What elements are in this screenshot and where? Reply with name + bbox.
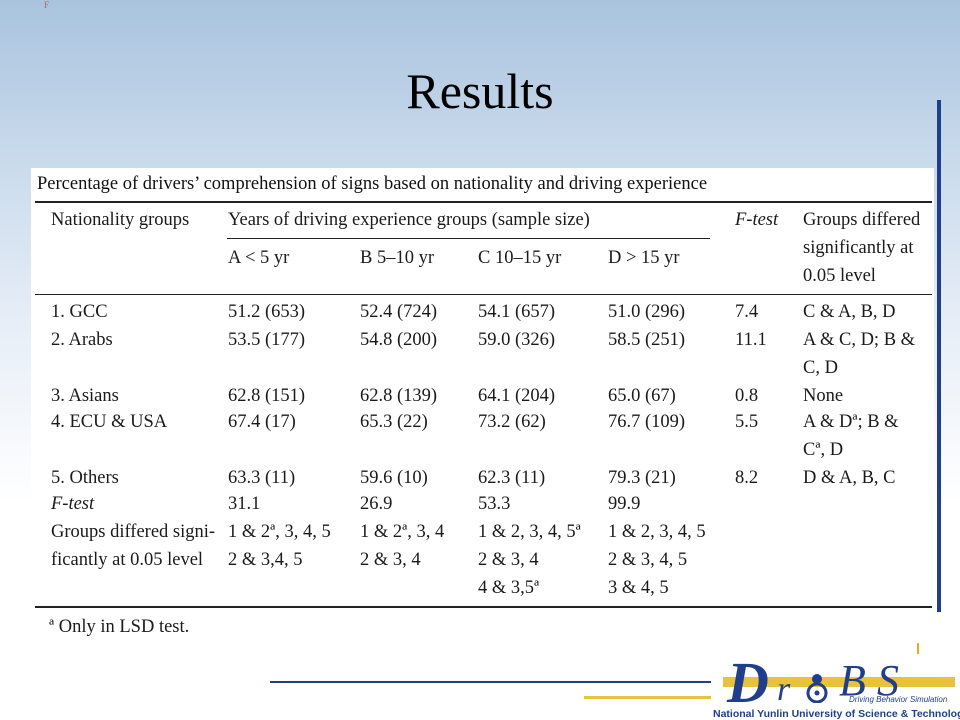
corner-mark: F bbox=[44, 0, 50, 10]
sig-row-d-1: 1 & 2, 3, 4, 5 bbox=[608, 522, 706, 542]
header-ftest: F-test bbox=[735, 210, 779, 230]
row-differed-cont: C, D bbox=[803, 358, 838, 378]
sig-row-d-2: 2 & 3, 4, 5 bbox=[608, 550, 688, 570]
sig-row-b-1: 1 & 2ª, 3, 4 bbox=[360, 522, 445, 542]
ftest-row-a: 31.1 bbox=[228, 494, 261, 514]
row-f: 7.4 bbox=[735, 302, 759, 322]
steering-wheel-icon bbox=[806, 674, 828, 703]
sig-row-c-1: 1 & 2, 3, 4, 5ª bbox=[478, 522, 581, 542]
row-differed: None bbox=[803, 386, 844, 406]
top-rule bbox=[35, 201, 932, 203]
logo-letter-s: S bbox=[877, 656, 899, 705]
logo-subtitle: Driving Behavior Simulation bbox=[849, 695, 948, 704]
header-groups-differed-1: Groups differed bbox=[803, 210, 921, 230]
row-d: 58.5 (251) bbox=[608, 330, 686, 350]
row-nationality: 4. ECU & USA bbox=[51, 412, 168, 432]
logo-university: National Yunlin University of Science & … bbox=[713, 708, 960, 720]
sig-row-label-2: ficantly at 0.05 level bbox=[51, 550, 204, 570]
subheader-b: B 5–10 yr bbox=[360, 248, 434, 268]
subheader-d: D > 15 yr bbox=[608, 248, 680, 268]
row-f: 5.5 bbox=[735, 412, 759, 432]
row-a: 62.8 (151) bbox=[228, 386, 306, 406]
ftest-row-label: F-test bbox=[51, 494, 95, 514]
header-groups-differed-3: 0.05 level bbox=[803, 266, 876, 286]
row-nationality: 3. Asians bbox=[51, 386, 119, 406]
row-f: 11.1 bbox=[735, 330, 767, 350]
logo-letter-r: r bbox=[777, 671, 791, 708]
row-a: 63.3 (11) bbox=[228, 468, 296, 488]
sig-row-a-2: 2 & 3,4, 5 bbox=[228, 550, 303, 570]
years-rule bbox=[227, 238, 710, 239]
row-b: 62.8 (139) bbox=[360, 386, 438, 406]
row-differed: A & C, D; B & bbox=[803, 330, 916, 350]
row-a: 53.5 (177) bbox=[228, 330, 306, 350]
row-d: 51.0 (296) bbox=[608, 302, 686, 322]
row-differed: D & A, B, C bbox=[803, 468, 896, 488]
header-nationality: Nationality groups bbox=[51, 210, 190, 230]
row-f: 0.8 bbox=[735, 386, 759, 406]
table-footnote: ª Only in LSD test. bbox=[49, 617, 190, 637]
row-c: 54.1 (657) bbox=[478, 302, 556, 322]
logo-letter-d: D bbox=[727, 650, 769, 715]
row-a: 67.4 (17) bbox=[228, 412, 296, 432]
row-c: 59.0 (326) bbox=[478, 330, 556, 350]
row-nationality: 1. GCC bbox=[51, 302, 108, 322]
results-table: Percentage of drivers’ comprehension of … bbox=[31, 168, 934, 643]
row-b: 65.3 (22) bbox=[360, 412, 428, 432]
row-f: 8.2 bbox=[735, 468, 759, 488]
dribs-logo: D r B S Driving Behavior Simulation Nati… bbox=[711, 650, 960, 720]
ftest-row-b: 26.9 bbox=[360, 494, 393, 514]
bottom-accent-line-gold bbox=[584, 696, 716, 699]
logo-letter-b: B bbox=[839, 656, 866, 705]
ftest-row-c: 53.3 bbox=[478, 494, 511, 514]
row-b: 52.4 (724) bbox=[360, 302, 438, 322]
row-d: 65.0 (67) bbox=[608, 386, 676, 406]
right-accent-bar bbox=[937, 100, 941, 612]
sig-row-c-2: 2 & 3, 4 bbox=[478, 550, 539, 570]
header-rule bbox=[35, 294, 932, 295]
subheader-c: C 10–15 yr bbox=[478, 248, 562, 268]
header-groups-differed-2: significantly at bbox=[803, 238, 914, 258]
logo-gold-band bbox=[723, 677, 955, 687]
row-b: 54.8 (200) bbox=[360, 330, 438, 350]
table-caption: Percentage of drivers’ comprehension of … bbox=[37, 174, 708, 194]
sig-row-a-1: 1 & 2ª, 3, 4, 5 bbox=[228, 522, 331, 542]
subheader-a: A < 5 yr bbox=[228, 248, 290, 268]
row-a: 51.2 (653) bbox=[228, 302, 306, 322]
sig-row-d-3: 3 & 4, 5 bbox=[608, 578, 669, 598]
row-c: 64.1 (204) bbox=[478, 386, 556, 406]
bottom-rule bbox=[35, 606, 932, 608]
right-accent-tick bbox=[917, 640, 919, 654]
header-years: Years of driving experience groups (samp… bbox=[228, 210, 590, 230]
row-d: 79.3 (21) bbox=[608, 468, 676, 488]
row-b: 59.6 (10) bbox=[360, 468, 428, 488]
sig-row-label-1: Groups differed signi- bbox=[51, 522, 216, 542]
bottom-accent-line bbox=[270, 681, 715, 683]
sig-row-c-3: 4 & 3,5ª bbox=[478, 578, 540, 598]
row-c: 62.3 (11) bbox=[478, 468, 546, 488]
row-nationality: 5. Others bbox=[51, 468, 119, 488]
row-d: 76.7 (109) bbox=[608, 412, 686, 432]
ftest-row-d: 99.9 bbox=[608, 494, 641, 514]
slide-title: Results bbox=[406, 63, 554, 119]
row-nationality: 2. Arabs bbox=[51, 330, 113, 350]
row-differed-cont: Cª, D bbox=[803, 440, 844, 460]
sig-row-b-2: 2 & 3, 4 bbox=[360, 550, 421, 570]
row-differed: A & Dª; B & bbox=[803, 412, 899, 432]
row-differed: C & A, B, D bbox=[803, 302, 896, 322]
row-c: 73.2 (62) bbox=[478, 412, 546, 432]
